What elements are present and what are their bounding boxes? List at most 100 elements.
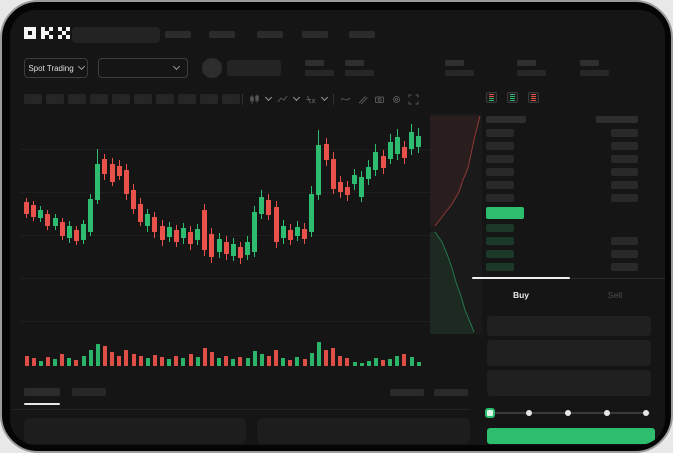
chart-gridline (20, 192, 432, 193)
bottom-action-placeholder[interactable] (390, 389, 424, 396)
candle (159, 226, 165, 240)
snapshot-icon[interactable] (374, 94, 385, 105)
nav-item-placeholder[interactable] (302, 31, 328, 38)
nav-item-placeholder[interactable] (349, 31, 375, 38)
interval-button-placeholder[interactable] (112, 94, 130, 104)
slider-mark[interactable] (643, 410, 649, 416)
candle (387, 142, 393, 159)
pair-selector[interactable] (98, 58, 188, 78)
candle (116, 166, 122, 176)
settings-icon[interactable] (391, 94, 402, 105)
orderbook-bids-icon[interactable] (507, 92, 518, 103)
orderbook-bid-row[interactable] (486, 263, 638, 271)
slider-mark[interactable] (565, 410, 571, 416)
orderbook-bid-row[interactable] (486, 237, 638, 245)
nav-item-placeholder[interactable] (257, 31, 283, 38)
interval-button-placeholder[interactable] (178, 94, 196, 104)
candle (216, 239, 222, 252)
tab-buy[interactable]: Buy (512, 290, 530, 300)
candle (102, 159, 108, 174)
market-type-selector[interactable]: Spot Trading (24, 58, 88, 78)
bid-price-placeholder (486, 237, 514, 245)
volume-bar (124, 350, 129, 366)
draw-tool-icon[interactable] (357, 94, 368, 105)
candle (352, 175, 357, 184)
orderbook-bid-row[interactable] (486, 250, 638, 258)
ask-price-placeholder (486, 142, 514, 150)
interval-button-placeholder[interactable] (90, 94, 108, 104)
volume-bar (131, 354, 136, 366)
candle (88, 199, 94, 232)
buy-submit-button[interactable] (487, 428, 655, 444)
volume-bar (281, 358, 286, 366)
candlestick-type-icon[interactable] (249, 94, 260, 105)
nav-item-placeholder[interactable] (165, 31, 191, 38)
search-input[interactable] (72, 27, 160, 43)
volume-bar (31, 358, 36, 366)
bottom-tab[interactable] (72, 388, 106, 396)
candle (380, 156, 386, 168)
volume-bar (24, 356, 29, 366)
interval-button-placeholder[interactable] (200, 94, 218, 104)
slider-mark[interactable] (526, 410, 532, 416)
candle (131, 190, 136, 209)
bottom-action-placeholder[interactable] (434, 389, 468, 396)
chevron-down-icon[interactable] (292, 93, 301, 102)
orderbook-ask-row[interactable] (486, 181, 638, 189)
volume-bar (238, 357, 243, 366)
interval-button-placeholder[interactable] (156, 94, 174, 104)
interval-button-placeholder[interactable] (46, 94, 64, 104)
price-input[interactable] (487, 316, 651, 336)
chart-gridline (20, 149, 432, 150)
volume-bar (295, 357, 300, 366)
interval-button-placeholder[interactable] (222, 94, 240, 104)
chevron-down-icon[interactable] (320, 93, 329, 102)
orderbook-ask-row[interactable] (486, 142, 638, 150)
orderbook-ask-row[interactable] (486, 194, 638, 202)
slider-handle[interactable] (485, 407, 495, 418)
divider (333, 93, 334, 105)
orderbook-bid-row[interactable] (486, 224, 638, 232)
indicators-icon[interactable] (305, 94, 316, 105)
orderbook-both-icon[interactable] (486, 92, 497, 103)
volume-bar (338, 356, 343, 366)
slider-mark[interactable] (604, 410, 610, 416)
amount-input[interactable] (487, 340, 651, 366)
divider (242, 93, 243, 105)
interval-button-placeholder[interactable] (24, 94, 42, 104)
volume-bar (38, 361, 43, 366)
interval-button-placeholder[interactable] (68, 94, 86, 104)
candle (109, 164, 115, 182)
orderbook-asks-icon[interactable] (528, 92, 539, 103)
nav-item-placeholder[interactable] (209, 31, 235, 38)
orderbook-ask-row[interactable] (486, 155, 638, 163)
volume-bar (245, 358, 250, 366)
stat-value-placeholder (305, 70, 334, 76)
total-input[interactable] (487, 370, 651, 396)
wave-tool-icon[interactable] (340, 94, 351, 105)
orderbook-ask-row[interactable] (486, 129, 638, 137)
volume-bar (324, 350, 328, 366)
candle (202, 210, 208, 250)
tab-sell[interactable]: Sell (607, 290, 623, 300)
amount-slider[interactable] (484, 407, 656, 419)
volume-bar (309, 353, 314, 366)
chevron-down-icon[interactable] (264, 93, 273, 102)
bid-price-placeholder (486, 250, 514, 258)
volume-bar (60, 354, 65, 366)
candle (337, 182, 343, 192)
candle (245, 242, 250, 255)
line-style-icon[interactable] (277, 94, 288, 105)
depth-chart (430, 114, 482, 334)
volume-bar (217, 358, 221, 366)
volume-bar (266, 356, 271, 366)
fullscreen-icon[interactable] (408, 94, 419, 105)
interval-button-placeholder[interactable] (134, 94, 152, 104)
bottom-tab-active[interactable] (24, 388, 60, 396)
stat-label-placeholder (445, 60, 464, 66)
candle (31, 205, 37, 217)
orderbook-ask-row[interactable] (486, 168, 638, 176)
bid-amount-placeholder (611, 263, 638, 271)
bid-price-placeholder (486, 224, 514, 232)
candle (24, 202, 29, 214)
